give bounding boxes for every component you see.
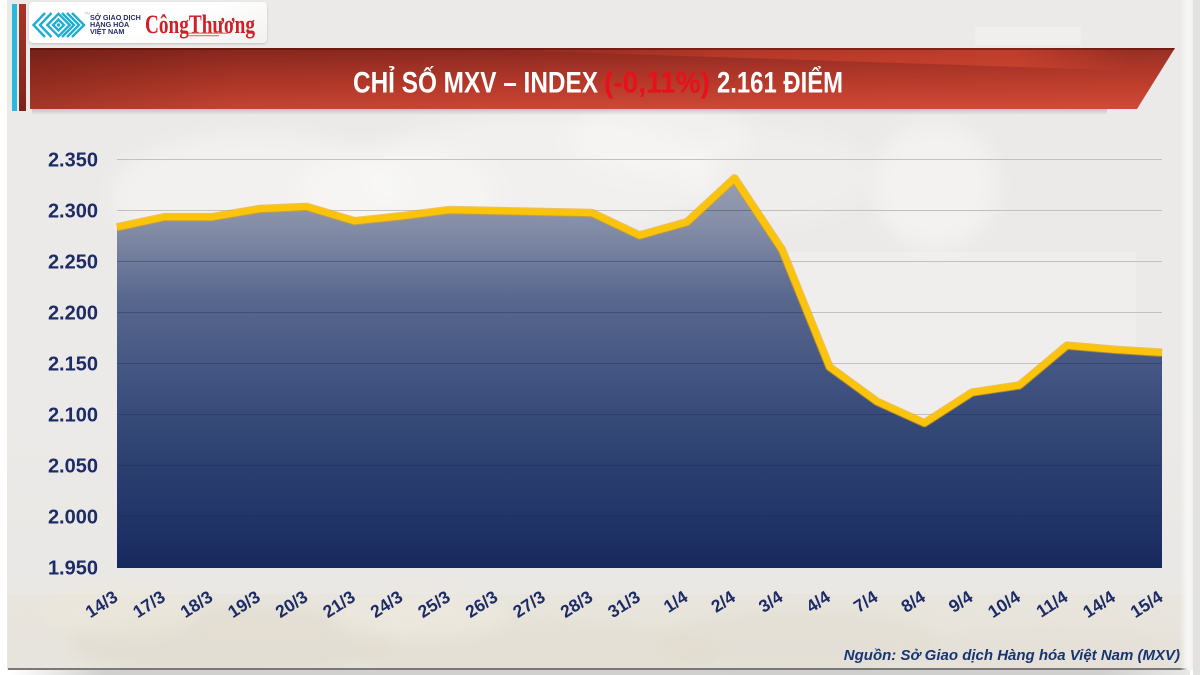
svg-text:2.250: 2.250: [48, 252, 98, 274]
svg-text:10/4: 10/4: [984, 586, 1024, 621]
svg-text:2.300: 2.300: [48, 201, 98, 223]
svg-text:31/3: 31/3: [604, 586, 644, 621]
svg-text:18/3: 18/3: [177, 586, 217, 621]
svg-text:14/3: 14/3: [82, 586, 122, 621]
svg-text:21/3: 21/3: [319, 586, 359, 621]
svg-text:25/3: 25/3: [414, 586, 454, 621]
svg-text:20/3: 20/3: [272, 586, 312, 621]
svg-text:7/4: 7/4: [850, 586, 882, 616]
svg-text:8/4: 8/4: [897, 586, 929, 616]
svg-text:2/4: 2/4: [707, 586, 739, 616]
svg-text:1.950: 1.950: [48, 558, 98, 580]
svg-text:4/4: 4/4: [802, 586, 834, 616]
svg-text:2.150: 2.150: [48, 354, 98, 376]
svg-text:9/4: 9/4: [945, 586, 977, 616]
svg-text:24/3: 24/3: [367, 586, 407, 621]
svg-text:2.000: 2.000: [48, 507, 98, 529]
svg-text:15/4: 15/4: [1127, 586, 1167, 621]
svg-text:17/3: 17/3: [129, 586, 169, 621]
svg-text:CôngThương: CôngThương: [145, 10, 255, 39]
svg-text:2.350: 2.350: [48, 150, 98, 172]
svg-text:26/3: 26/3: [462, 586, 502, 621]
svg-text:TM: TM: [84, 11, 90, 16]
svg-text:2.100: 2.100: [48, 405, 98, 427]
svg-text:11/4: 11/4: [1033, 586, 1072, 621]
svg-text:SỞ GIAO DỊCH: SỞ GIAO DỊCH: [90, 13, 141, 22]
svg-text:28/3: 28/3: [557, 586, 597, 621]
svg-text:VIỆT NAM: VIỆT NAM: [90, 27, 124, 36]
svg-text:2.050: 2.050: [48, 456, 98, 478]
svg-text:14/4: 14/4: [1079, 586, 1119, 621]
svg-text:1/4: 1/4: [660, 586, 692, 616]
svg-text:3/4: 3/4: [755, 586, 787, 616]
svg-text:2.200: 2.200: [48, 303, 98, 325]
svg-text:19/3: 19/3: [224, 586, 264, 621]
svg-text:27/3: 27/3: [509, 586, 549, 621]
svg-text:HÀNG HÓA: HÀNG HÓA: [90, 20, 129, 29]
